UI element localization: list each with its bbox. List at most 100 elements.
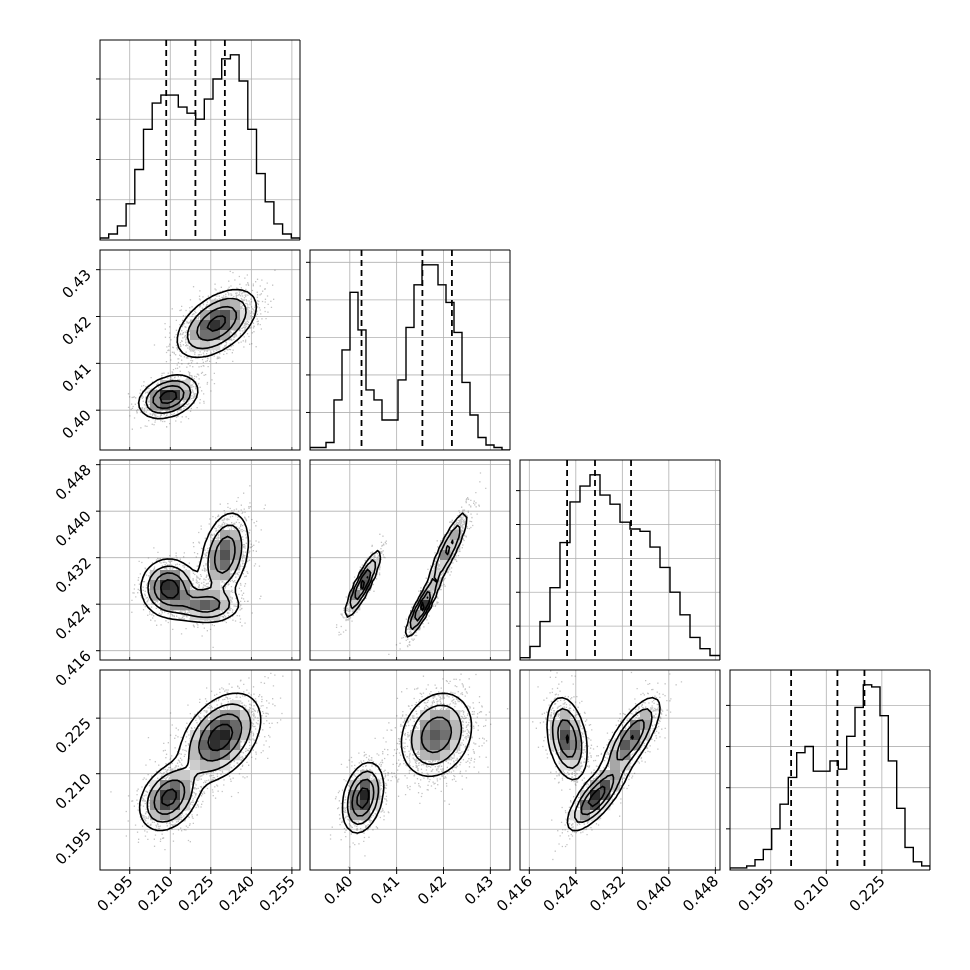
x-tick-label-0-3: 0.240 [215, 872, 258, 915]
density-cell [150, 590, 161, 601]
y-tick-label-1-1: 0.41 [58, 359, 94, 395]
density-cell [440, 550, 451, 561]
density-cell [200, 610, 211, 621]
density-cell [360, 780, 371, 791]
density-cell [630, 720, 641, 731]
density-cell [630, 730, 641, 741]
density-cell [160, 400, 171, 411]
density-cell [200, 750, 211, 761]
density-cell [440, 740, 451, 751]
x-tick-label-2-4: 0.448 [679, 872, 722, 915]
histogram-panel-2 [516, 459, 721, 661]
contour-level-0 [137, 288, 258, 420]
density-cell [190, 610, 201, 621]
histogram-panel-1 [306, 249, 511, 451]
density-cell [180, 380, 191, 391]
histogram-panel-3 [726, 669, 931, 871]
contour-level-1 [346, 704, 463, 826]
histogram-bar-9 [382, 420, 390, 450]
histogram-bar-8 [600, 495, 610, 660]
density-cell [180, 600, 191, 611]
density-cell [590, 790, 601, 801]
density-cell [410, 740, 421, 751]
density-cell [200, 310, 211, 321]
scatter-panel-1-2 [309, 459, 511, 661]
scatter-panel-0-1 [99, 249, 301, 451]
density-cell [440, 540, 451, 551]
y-tick-label-3-1: 0.210 [52, 770, 95, 813]
histogram-bar-11 [822, 771, 830, 870]
density-cell [210, 730, 221, 741]
histogram-bar-2 [117, 226, 126, 240]
density-cell [450, 730, 461, 741]
density-cell [210, 740, 221, 751]
density-cell [550, 730, 561, 741]
contour-level-3 [356, 787, 370, 809]
histogram-bar-9 [178, 107, 187, 240]
density-cell [610, 780, 621, 791]
panel-content-0 [100, 250, 300, 450]
histogram-bar-10 [620, 522, 630, 660]
density-cell [570, 720, 581, 731]
density-cell [160, 790, 171, 801]
density-cell [210, 760, 221, 771]
density-cell [210, 300, 221, 311]
density-cell [560, 720, 571, 731]
histogram-bar-17 [690, 637, 700, 660]
histogram-bar-20 [470, 415, 478, 450]
histogram-bar-21 [283, 234, 292, 240]
density-cell [210, 710, 221, 721]
histogram-bar-11 [398, 380, 406, 450]
histogram-bar-13 [650, 547, 660, 660]
density-cell [170, 810, 181, 821]
histogram-bar-4 [342, 350, 350, 450]
density-cell [220, 550, 231, 561]
panel-content-5 [520, 670, 720, 870]
contour-level-0 [344, 512, 468, 638]
y-tick-label-2-4: 0.448 [52, 461, 95, 504]
density-cell [210, 610, 221, 621]
panel-content-3 [310, 460, 510, 660]
density-cell [200, 740, 211, 751]
histogram-bar-12 [640, 531, 650, 660]
density-cell [220, 730, 231, 741]
density-cell [200, 330, 211, 341]
histogram-bar-2 [326, 442, 334, 450]
density-cell [240, 710, 251, 721]
density-cell [170, 800, 181, 811]
contour-level-3 [161, 723, 234, 807]
density-cell [370, 790, 381, 801]
density-cell [190, 770, 201, 781]
density-cell [210, 600, 221, 611]
density-cell [570, 740, 581, 751]
panel-frame-4 [309, 669, 511, 871]
density-cell [200, 320, 211, 331]
density-cell [590, 780, 601, 791]
density-cell [220, 320, 231, 331]
density-cell [160, 380, 171, 391]
density-cell [230, 750, 241, 761]
density-cell [610, 760, 621, 771]
x-tick-label-1-2: 0.42 [414, 872, 450, 908]
density-cell [230, 320, 241, 331]
histogram-bar-9 [610, 504, 620, 660]
histogram-bar-9 [805, 747, 813, 870]
x-tick-label-0-1: 0.210 [134, 872, 177, 915]
x-tick-label-1-1: 0.41 [367, 872, 403, 908]
y-tick-label-3-0: 0.195 [52, 825, 95, 868]
density-cell [360, 810, 371, 821]
density-cell [230, 720, 241, 731]
density-cell [640, 730, 651, 741]
contour-level-2 [557, 719, 645, 816]
histogram-outline-3 [730, 684, 930, 870]
density-cell [600, 780, 611, 791]
density-cell [200, 340, 211, 351]
histogram-bar-8 [374, 400, 382, 450]
contour-level-2 [354, 539, 454, 622]
density-cell [180, 590, 191, 601]
density-cell [570, 760, 581, 771]
density-cell [180, 800, 191, 811]
density-cell [190, 760, 201, 771]
density-cell [430, 730, 441, 741]
density-cell [200, 730, 211, 741]
